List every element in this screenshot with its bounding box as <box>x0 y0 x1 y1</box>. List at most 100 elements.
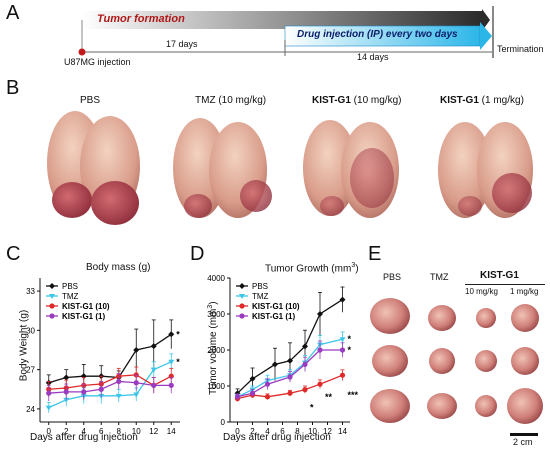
data-point <box>302 387 308 393</box>
drug-injection-label: Drug injection (IP) every two days <box>297 29 458 40</box>
data-point <box>249 375 256 382</box>
data-point <box>133 347 140 353</box>
data-point <box>45 405 52 411</box>
y-tick-label: 1000 <box>207 382 225 391</box>
tumor-formation-arrowhead <box>482 9 490 31</box>
panel-label-d: D <box>190 243 205 265</box>
data-point <box>239 283 245 289</box>
data-point <box>234 394 241 400</box>
start-label: U87MG injection <box>64 57 131 67</box>
data-point <box>49 283 55 289</box>
tumor-col-tmz: TMZ <box>430 272 449 282</box>
photo-label-kist10: KIST-G1 (10 mg/kg) <box>312 95 402 106</box>
x-tick-label: 12 <box>323 427 332 434</box>
data-point <box>150 367 157 373</box>
legend-label: KIST-G1 (10) <box>252 302 300 311</box>
x-tick-label: 0 <box>235 427 240 434</box>
scale-bar-label: 2 cm <box>513 437 533 447</box>
legend-label: TMZ <box>252 292 269 301</box>
y-tick-label: 0 <box>221 418 226 427</box>
x-tick-label: 8 <box>117 427 122 434</box>
data-point <box>98 386 104 392</box>
data-point <box>63 397 70 403</box>
x-tick-label: 14 <box>167 427 176 434</box>
y-tick-label: 24 <box>26 405 35 414</box>
data-point <box>239 303 245 309</box>
data-point <box>249 390 256 396</box>
data-point <box>339 372 346 378</box>
kist-header-underline <box>465 284 545 285</box>
chart-d-title: Tumor Growth (mm3) <box>265 262 359 275</box>
x-tick-label: 2 <box>250 427 255 434</box>
series-line-3 <box>48 380 172 394</box>
series-line-2 <box>48 374 172 390</box>
data-point <box>317 381 323 387</box>
x-tick-label: 6 <box>99 427 104 434</box>
photo-label-kist1: KIST-G1 (1 mg/kg) <box>440 95 524 106</box>
x-tick-label: 2 <box>64 427 69 434</box>
data-point <box>264 394 271 400</box>
data-point <box>272 361 278 368</box>
x-tick-label: 10 <box>308 427 317 434</box>
data-point <box>49 313 55 319</box>
data-point <box>339 347 346 353</box>
significance-mark: *** <box>348 390 359 400</box>
data-point <box>239 313 245 319</box>
days-17-label: 17 days <box>166 39 198 49</box>
data-point <box>115 393 122 399</box>
days-14-label: 14 days <box>357 52 389 62</box>
tumor-col-kist1: 1 mg/kg <box>510 287 539 296</box>
data-point <box>287 390 293 396</box>
x-tick-label: 10 <box>132 427 141 434</box>
legend-label: KIST-G1 (10) <box>62 302 110 311</box>
data-point <box>239 294 245 299</box>
excised-tumors-photo <box>370 298 543 424</box>
data-point <box>287 357 293 364</box>
tumor-formation-bar <box>82 11 482 29</box>
scale-bar <box>510 433 538 436</box>
legend-label: KIST-G1 (1) <box>252 312 295 321</box>
data-point <box>302 343 308 350</box>
data-point <box>46 390 52 396</box>
legend-label: PBS <box>252 282 268 291</box>
data-point <box>151 382 157 388</box>
significance-mark: * <box>310 403 314 413</box>
y-tick-label: 33 <box>26 287 35 296</box>
data-point <box>63 374 70 381</box>
y-tick-label: 27 <box>26 366 35 375</box>
photo-label-pbs: PBS <box>80 95 101 106</box>
timeline-diagram <box>78 6 494 58</box>
significance-mark: * <box>176 357 180 367</box>
data-point <box>150 343 157 350</box>
data-point <box>80 373 87 380</box>
y-tick-label: 4000 <box>207 274 225 283</box>
x-tick-label: 4 <box>82 427 87 434</box>
tumor-row-2 <box>372 345 539 377</box>
significance-mark: ** <box>325 392 333 402</box>
y-tick-label: 3000 <box>207 310 225 319</box>
mouse-photo-tmz <box>173 118 272 218</box>
data-point <box>49 294 55 299</box>
legend-label: PBS <box>62 282 78 291</box>
series-line-0 <box>48 333 172 384</box>
x-tick-label: 14 <box>338 427 347 434</box>
y-tick-label: 2000 <box>207 346 225 355</box>
tumor-formation-label: Tumor formation <box>97 13 185 25</box>
data-point <box>133 380 139 386</box>
data-point <box>116 378 122 385</box>
data-point <box>339 337 346 343</box>
x-tick-label: 6 <box>280 427 285 434</box>
chart-c-xlabel: Days after drug injection <box>30 432 138 443</box>
data-point <box>133 392 140 398</box>
x-tick-label: 4 <box>265 427 270 434</box>
mouse-photos <box>47 111 533 225</box>
significance-mark: * <box>176 329 180 339</box>
panel-label-e: E <box>368 243 382 265</box>
data-point <box>49 303 55 309</box>
series-line-1 <box>48 361 172 409</box>
mouse-photo-pbs <box>47 111 140 225</box>
legend-label: TMZ <box>62 292 79 301</box>
data-point <box>287 374 293 380</box>
y-tick-label: 30 <box>26 326 35 335</box>
